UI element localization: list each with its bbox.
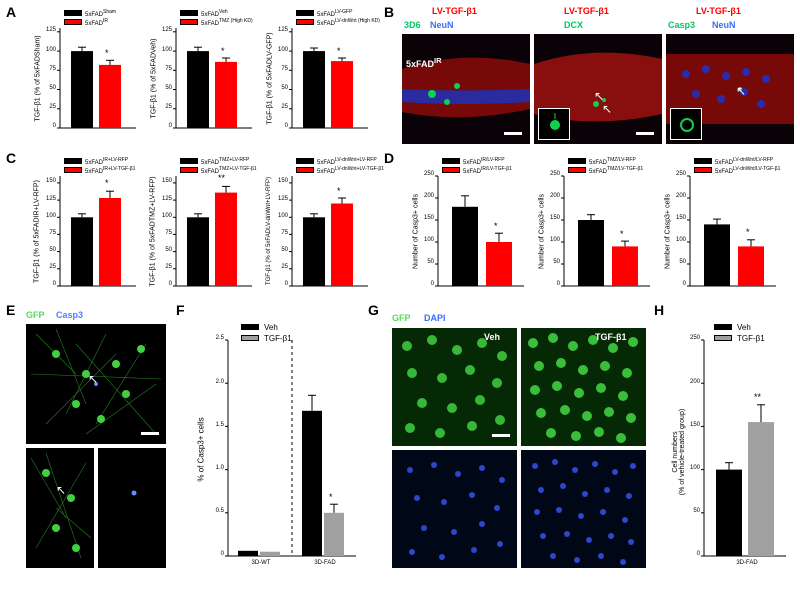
legend-swatch xyxy=(64,19,82,25)
arrow-icon: ↖ xyxy=(594,89,604,103)
micro-b1: 5xFADIR xyxy=(402,34,530,144)
chart-h: 0 50 100 150 200 250 Cell numbers (% of … xyxy=(674,320,794,580)
chart-d3: 0 50 100 150 200 250 Number of Casp3+ ce… xyxy=(666,158,786,298)
panel-label-e: E xyxy=(6,302,15,318)
micro-e2: ↖ xyxy=(26,448,94,568)
panel-label-f: F xyxy=(176,302,185,318)
legend-swatch xyxy=(64,10,82,16)
scalebar xyxy=(504,132,522,135)
panel-label-a: A xyxy=(6,4,16,20)
chart-a3: 0 25 50 75 100 125 TGF-β1 (% of 5xFADLV-… xyxy=(268,10,376,140)
arrow-icon: ↖ xyxy=(602,102,612,116)
micro-b3: ↖ xyxy=(666,34,794,144)
micro-g1: Veh xyxy=(392,328,517,446)
micro-g2: TGF-β1 xyxy=(521,328,646,446)
chart-c2: 0 25 50 75 100 125 150 TGF-β1 (% of 5xFA… xyxy=(152,158,260,298)
b-title-3: LV-TGF-β1 xyxy=(696,6,741,16)
arrow-icon: ↖ xyxy=(736,84,746,98)
arrow-icon: ↖ xyxy=(56,483,66,497)
chart-c3: 0 25 50 75 100 125 150 TGF-β1 (% of 5xFA… xyxy=(268,158,376,298)
b-title-1: LV-TGF-β1 xyxy=(432,6,477,16)
ylabel: TGF-β1 (% of 5xFADSham) xyxy=(35,29,42,129)
micro-g3 xyxy=(392,450,517,568)
b-title-2: LV-TGF-β1 xyxy=(564,6,609,16)
panel-label-d: D xyxy=(384,150,394,166)
panel-label-g: G xyxy=(368,302,379,318)
chart-d2: 0 50 100 150 200 250 Number of Casp3+ ce… xyxy=(540,158,660,298)
panel-label-c: C xyxy=(6,150,16,166)
chart-c1: 0 25 50 75 100 125 150 TGF-β1 (% of 5xFA… xyxy=(36,158,144,298)
micro-e1: ↖ xyxy=(26,324,166,444)
chart-a2: 0 25 50 75 100 125 TGF-β1 (% of 5xFADVeh… xyxy=(152,10,260,140)
micro-g4 xyxy=(521,450,646,568)
chart-d1: 0 50 100 150 200 250 Number of Casp3+ ce… xyxy=(414,158,534,298)
panel-label-h: H xyxy=(654,302,664,318)
inset xyxy=(538,108,570,140)
chart-a1: 0 25 50 75 100 125 TGF-β1 (% of 5xFADSha… xyxy=(36,10,144,140)
micro-b2: ↖ ↖ xyxy=(534,34,662,144)
micro-e3 xyxy=(98,448,166,568)
chart-f: 0 0.5 1.0 1.5 2.0 2.5 % of Casp3+ cells … xyxy=(196,320,366,580)
panel-label-b: B xyxy=(384,4,394,20)
arrow-icon: ↖ xyxy=(88,372,98,386)
